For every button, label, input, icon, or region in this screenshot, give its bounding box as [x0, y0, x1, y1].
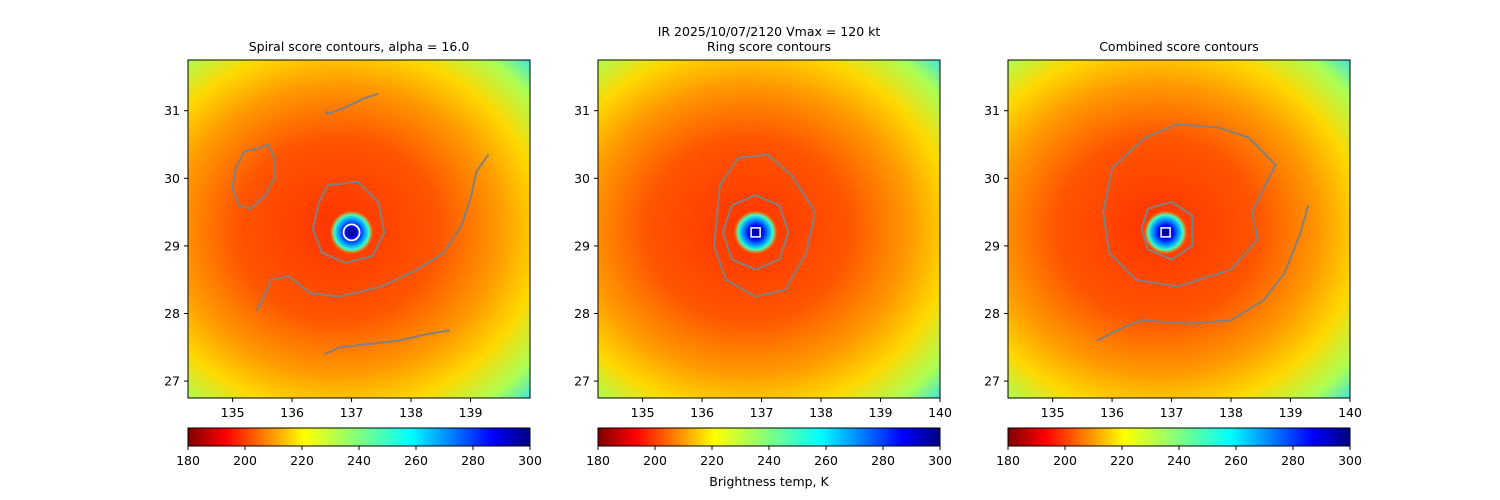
y-tick-label: 30	[984, 171, 1000, 186]
axes-frame	[597, 59, 941, 399]
axes-frame	[1007, 59, 1351, 399]
colorbar-tick-label: 240	[347, 453, 371, 468]
score-contour	[1102, 123, 1277, 288]
x-tick-label: 137	[750, 405, 774, 420]
x-tick-label: 138	[809, 405, 833, 420]
colorbar-tick-label: 220	[1110, 453, 1134, 468]
x-tick-label: 136	[280, 405, 304, 420]
y-tick-label: 30	[164, 171, 180, 186]
x-tick-label: 137	[1160, 405, 1184, 420]
center-marker	[750, 227, 761, 238]
ir-image	[598, 60, 940, 398]
panel-combined: Combined score contours 135 136 137 138 139 14…	[984, 39, 1362, 468]
score-contour	[324, 92, 379, 116]
x-tick-label: 139	[1279, 405, 1303, 420]
panel-title: Combined score contours	[1099, 39, 1259, 54]
x-tick-label: 139	[869, 405, 893, 420]
x-tick-label: 135	[631, 405, 655, 420]
y-tick-label: 27	[574, 374, 590, 389]
center-marker	[342, 223, 361, 242]
colorbar-tick-label: 260	[1224, 453, 1248, 468]
colorbar-tick-label: 180	[996, 453, 1020, 468]
x-tick-label: 140	[1338, 405, 1362, 420]
colorbar-label: Brightness temp, K	[709, 474, 829, 489]
center-marker	[1160, 227, 1171, 238]
colorbar-tick-label: 300	[1338, 453, 1362, 468]
y-tick-label: 31	[164, 103, 180, 118]
y-tick-label: 29	[574, 238, 590, 253]
x-tick-label: 140	[928, 405, 952, 420]
y-tick-label: 29	[164, 238, 180, 253]
colorbar-tick-label: 280	[871, 453, 895, 468]
storm-eye	[733, 210, 778, 255]
colorbar-tick-label: 180	[176, 453, 200, 468]
colorbar-tick-label: 300	[518, 453, 542, 468]
colorbar	[187, 427, 531, 447]
y-tick-label: 28	[574, 306, 590, 321]
colorbar-tick-label: 260	[814, 453, 838, 468]
colorbar-tick-label: 300	[928, 453, 952, 468]
x-tick-label: 139	[459, 405, 483, 420]
x-tick-label: 136	[690, 405, 714, 420]
y-tick-label: 31	[574, 103, 590, 118]
ir-image	[1008, 60, 1350, 398]
y-tick-label: 29	[984, 238, 1000, 253]
x-tick-label: 135	[221, 405, 245, 420]
colorbar	[1007, 427, 1351, 447]
panel-title: Spiral score contours, alpha = 16.0	[249, 39, 470, 54]
score-contour	[231, 143, 276, 210]
storm-eye	[329, 210, 374, 255]
colorbar-tick-label: 200	[233, 453, 257, 468]
score-contour	[324, 329, 450, 356]
y-tick-label: 30	[574, 171, 590, 186]
colorbar-tick-label: 240	[1167, 453, 1191, 468]
colorbar-tick-label: 280	[461, 453, 485, 468]
colorbar-tick-label: 180	[586, 453, 610, 468]
x-tick-label: 138	[1219, 405, 1243, 420]
figure-title-line1: IR 2025/10/07/2120 Vmax = 120 kt	[658, 24, 881, 39]
y-tick-label: 31	[984, 103, 1000, 118]
y-tick-label: 28	[984, 306, 1000, 321]
x-tick-label: 135	[1041, 405, 1065, 420]
storm-eye	[1143, 210, 1188, 255]
score-contour	[1140, 201, 1194, 261]
colorbar-tick-label: 220	[700, 453, 724, 468]
panel-ring: Ring score contours 135 136 137 138 139 140 27 2…	[574, 39, 952, 468]
panel-title: Ring score contours	[707, 39, 831, 54]
score-contour	[255, 154, 490, 311]
score-contour	[713, 153, 817, 298]
y-tick-label: 27	[164, 374, 180, 389]
x-tick-label: 136	[1100, 405, 1124, 420]
colorbar-tick-label: 240	[757, 453, 781, 468]
score-contour	[1096, 205, 1310, 342]
colorbar	[597, 427, 941, 447]
colorbar-tick-label: 200	[643, 453, 667, 468]
panel-spiral: Spiral score contours, alpha = 16.0 135 13…	[164, 39, 542, 468]
colorbar-tick-label: 260	[404, 453, 428, 468]
score-contour	[721, 194, 790, 271]
x-tick-label: 137	[340, 405, 364, 420]
score-contour	[311, 180, 386, 264]
colorbar-tick-label: 280	[1281, 453, 1305, 468]
x-tick-label: 138	[399, 405, 423, 420]
colorbar-tick-label: 200	[1053, 453, 1077, 468]
y-tick-label: 27	[984, 374, 1000, 389]
colorbar-tick-label: 220	[290, 453, 314, 468]
axes-frame	[187, 59, 531, 399]
y-tick-label: 28	[164, 306, 180, 321]
